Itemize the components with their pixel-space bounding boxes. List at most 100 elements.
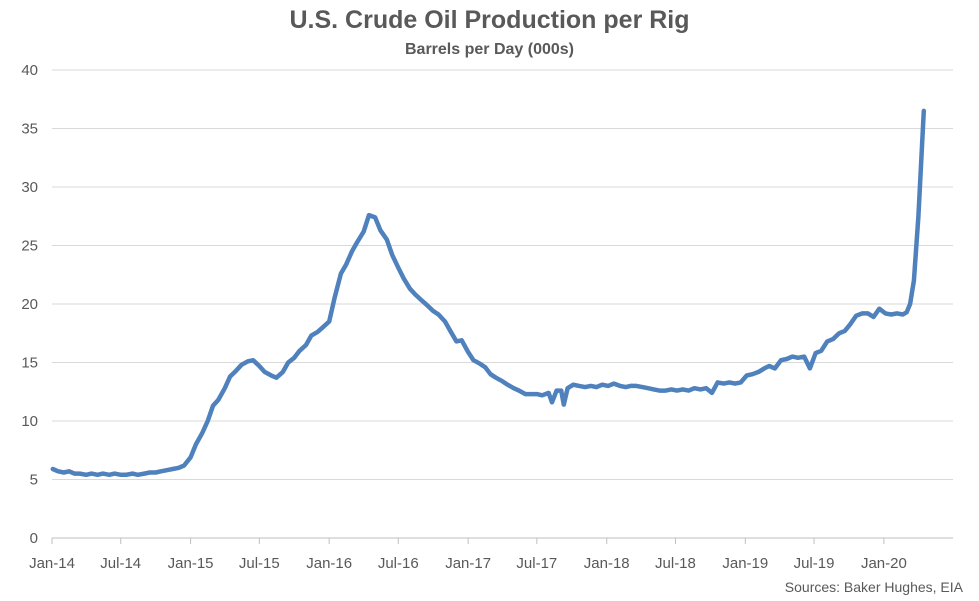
data-point <box>374 216 376 218</box>
data-point <box>166 469 168 471</box>
data-point <box>495 377 497 379</box>
data-point <box>108 474 110 476</box>
data-point <box>379 229 381 231</box>
x-tick-label: Jan-18 <box>584 555 630 572</box>
data-point <box>665 390 667 392</box>
data-point <box>923 110 925 112</box>
x-tick-label: Jul-17 <box>516 555 557 572</box>
data-point <box>850 323 852 325</box>
gridlines <box>52 69 953 480</box>
data-point <box>861 312 863 314</box>
data-point <box>143 473 145 475</box>
data-point <box>786 358 788 360</box>
data-point <box>717 381 719 383</box>
data-point <box>461 339 463 341</box>
data-point <box>700 388 702 390</box>
data-point <box>584 386 586 388</box>
chart-title: U.S. Crude Oil Production per Rig <box>289 6 690 34</box>
data-point <box>867 312 869 314</box>
data-point <box>518 390 520 392</box>
data-point <box>91 473 93 475</box>
data-point <box>647 387 649 389</box>
x-tick-label: Jul-18 <box>655 555 696 572</box>
data-point <box>334 297 336 299</box>
data-point <box>282 371 284 373</box>
data-point <box>155 472 157 474</box>
data-point <box>896 312 898 314</box>
data-point <box>815 352 817 354</box>
y-tick-label: 0 <box>30 530 38 547</box>
data-point <box>201 432 203 434</box>
data-point <box>114 473 116 475</box>
data-point <box>890 314 892 316</box>
data-point <box>797 357 799 359</box>
data-point <box>235 370 237 372</box>
data-point <box>659 390 661 392</box>
data-point <box>258 365 260 367</box>
data-point <box>902 314 904 316</box>
data-point <box>723 383 725 385</box>
y-tick-label: 10 <box>21 413 38 430</box>
data-point <box>270 374 272 376</box>
data-point <box>752 373 754 375</box>
data-point <box>120 474 122 476</box>
data-point <box>63 472 65 474</box>
data-point <box>563 404 565 406</box>
data-point <box>183 465 185 467</box>
x-tick-label: Jan-14 <box>29 555 75 572</box>
data-point <box>397 267 399 269</box>
data-point <box>160 470 162 472</box>
data-point <box>195 443 197 445</box>
data-point <box>873 316 875 318</box>
data-point <box>57 470 59 472</box>
data-point <box>513 387 515 389</box>
data-point <box>693 387 695 389</box>
data-point <box>670 388 672 390</box>
data-point <box>444 321 446 323</box>
data-point <box>391 254 393 256</box>
data-point <box>125 474 127 476</box>
data-point <box>601 384 603 386</box>
data-point <box>224 387 226 389</box>
data-point <box>530 393 532 395</box>
data-point <box>328 321 330 323</box>
data-point <box>252 359 254 361</box>
data-point <box>676 390 678 392</box>
data-point <box>386 239 388 241</box>
data-point <box>688 390 690 392</box>
data-point <box>356 241 358 243</box>
data-point <box>909 303 911 305</box>
data-point <box>68 470 70 472</box>
data-point <box>826 340 828 342</box>
y-tick-label: 20 <box>21 296 38 313</box>
data-point <box>421 300 423 302</box>
data-point <box>455 340 457 342</box>
data-point <box>426 304 428 306</box>
data-point <box>774 367 776 369</box>
data-point <box>473 359 475 361</box>
source-note: Sources: Baker Hughes, EIA <box>784 579 963 595</box>
data-point <box>619 385 621 387</box>
data-point <box>641 386 643 388</box>
data-point <box>791 356 793 358</box>
data-point <box>178 467 180 469</box>
data-point <box>844 330 846 332</box>
x-tick-label: Jan-17 <box>445 555 491 572</box>
data-point <box>832 338 834 340</box>
y-tick-label: 25 <box>21 238 38 255</box>
data-point <box>299 350 301 352</box>
chart-subtitle: Barrels per Day (000s) <box>405 41 574 58</box>
data-point <box>79 473 81 475</box>
data-point <box>322 326 324 328</box>
data-point <box>305 344 307 346</box>
series-layer <box>50 108 927 478</box>
x-tick-label: Jan-16 <box>306 555 352 572</box>
data-point <box>630 385 632 387</box>
data-point <box>541 394 543 396</box>
data-point <box>820 350 822 352</box>
data-point <box>85 474 87 476</box>
data-point <box>73 473 75 475</box>
data-point <box>345 263 347 265</box>
x-tick-label: Jul-19 <box>794 555 835 572</box>
y-tick-label: 15 <box>21 355 38 372</box>
